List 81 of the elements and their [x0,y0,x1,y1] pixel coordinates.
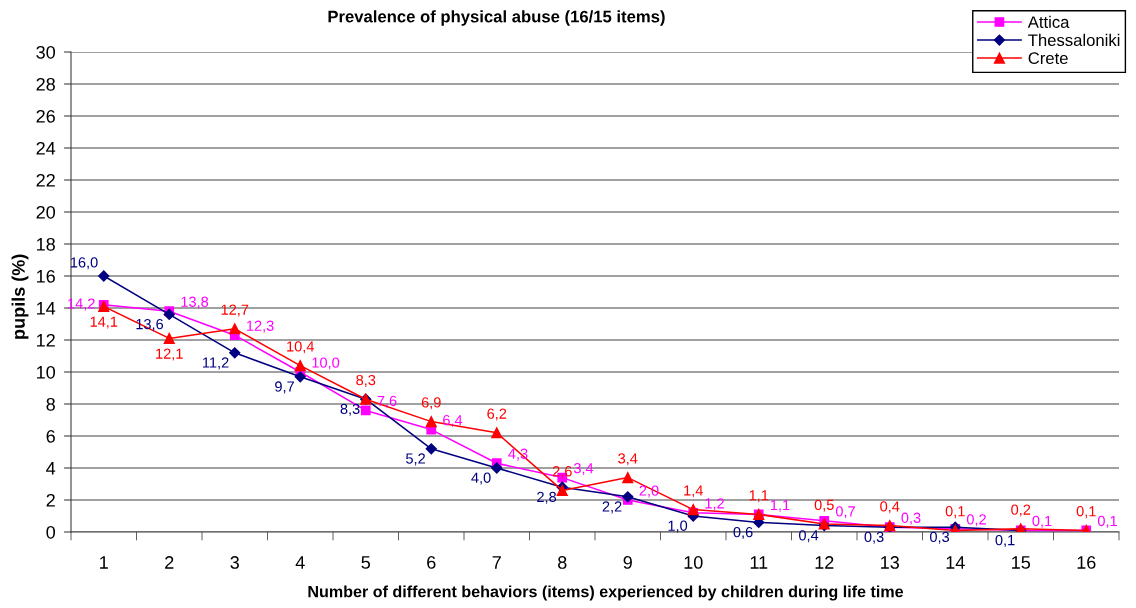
data-label: 1,2 [705,498,724,511]
legend-label: Crete [1028,52,1068,65]
data-label: 13,8 [181,296,209,309]
y-tick-label: 2 [46,493,55,507]
y-tick-label: 8 [46,397,55,411]
data-label: 2,0 [639,485,659,498]
y-tick-label: 10 [37,365,56,379]
x-axis-title: Number of different behaviors (items) experienced by children during life time [308,585,904,601]
x-tick-label: 10 [684,556,703,569]
y-tick-label: 22 [36,173,55,187]
data-label: 0,1 [1097,515,1117,528]
y-tick-label: 26 [36,109,55,123]
y-tick-label: 0 [46,525,56,539]
y-tick-label: 28 [36,77,55,91]
x-tick-label: 8 [558,556,567,569]
y-tick-label: 6 [46,429,55,443]
data-label: 4,0 [471,472,491,485]
data-label: 16,0 [70,257,98,270]
data-label: 10,4 [287,341,315,354]
x-tick-label: 4 [295,556,305,569]
y-tick-label: 12 [37,333,55,347]
data-label: 2,2 [602,501,622,514]
data-label: 3,4 [573,463,594,476]
data-label: 11,2 [203,357,229,370]
y-axis-title: pupils (%) [11,254,29,339]
data-label: 6,4 [443,415,463,428]
data-label: 0,2 [966,514,986,527]
legend-label: Attica [1027,15,1070,29]
data-label: 0,4 [880,501,900,514]
data-label: 0,5 [814,499,834,512]
data-label: 2,8 [537,491,557,504]
data-label: 0,1 [1076,506,1096,519]
y-tick-label: 14 [37,302,56,315]
y-tick-label: 18 [37,237,55,251]
data-label: 14,1 [90,316,118,329]
data-label: 3,4 [618,453,638,466]
x-tick-label: 12 [815,556,834,569]
x-tick-label: 2 [165,556,174,569]
data-label: 8,3 [340,403,360,416]
y-tick-label: 16 [37,269,55,283]
data-label: 0,7 [835,506,855,519]
x-tick-label: 14 [946,556,965,569]
data-label: 0,3 [929,531,950,544]
data-label: 0,1 [995,534,1015,547]
data-label: 12,1 [156,348,183,361]
chart-title: Prevalence of physical abuse (16/15 items) [328,10,665,26]
data-label: 0,1 [1032,515,1052,528]
data-label: 9,7 [275,381,294,394]
data-label: 12,7 [221,304,249,317]
data-label: 1,1 [749,490,769,503]
x-tick-label: 7 [492,556,501,569]
x-tick-label: 1 [100,556,108,569]
legend-label: Thessaloniki [1028,33,1120,47]
x-tick-label: 16 [1077,556,1096,569]
x-tick-label: 6 [427,556,436,569]
x-tick-label: 13 [881,556,899,569]
data-label: 12,3 [246,320,274,333]
data-label: 5,2 [406,453,425,466]
y-tick-label: 4 [46,462,56,475]
data-label: 0,1 [945,506,965,519]
data-label: 14,2 [68,298,95,311]
data-label: 1,1 [770,499,790,512]
data-label: 1,0 [668,520,688,533]
data-label: 1,4 [684,485,703,498]
x-tick-label: 11 [750,556,768,569]
x-tick-label: 3 [230,556,239,569]
y-tick-label: 20 [36,205,56,219]
data-label: 10,0 [312,357,340,370]
data-label: 6,2 [487,408,507,421]
data-label: 0,2 [1011,504,1031,517]
data-label: 7,6 [377,395,397,408]
data-label: 0,3 [864,531,884,544]
y-tick-label: 24 [36,141,56,155]
data-label: 8,3 [356,374,376,387]
data-label: 6,9 [421,397,441,410]
x-tick-label: 9 [623,556,632,569]
y-tick-label: 30 [36,45,56,59]
x-tick-label: 5 [361,556,371,569]
data-label: 0,4 [798,530,819,543]
data-label: 0,3 [901,512,921,525]
x-tick-label: 15 [1012,556,1031,569]
